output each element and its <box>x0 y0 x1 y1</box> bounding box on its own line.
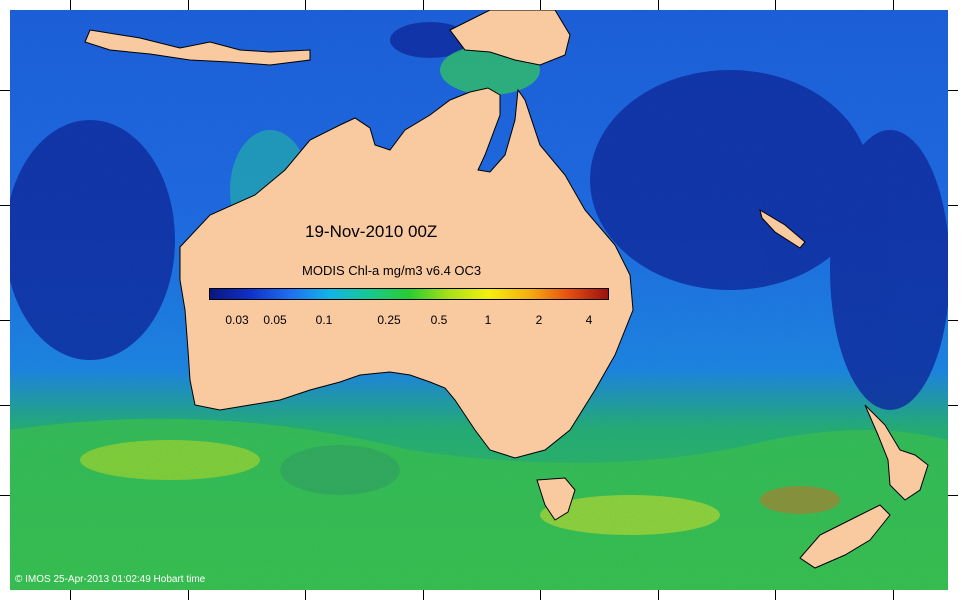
colorbar-tick: 2 <box>535 313 543 327</box>
new-zealand-south <box>799 504 891 569</box>
chlorophyll-map <box>10 10 948 590</box>
copyright-credit: © IMOS 25-Apr-2013 01:02:49 Hobart time <box>15 574 206 585</box>
colorbar-tick: 4 <box>585 313 593 327</box>
landmasses <box>84 10 929 569</box>
colorbar-tick: 0.05 <box>263 313 287 327</box>
tasmania <box>536 477 576 521</box>
colorbar-tick: 0.03 <box>225 313 249 327</box>
colorbar-tick: 1 <box>484 313 492 327</box>
australia <box>179 87 634 459</box>
map-date-label: 19-Nov-2010 00Z <box>305 222 438 241</box>
colorbar <box>209 288 609 300</box>
new-zealand-north <box>864 404 929 501</box>
colorbar-tick: 0.1 <box>315 313 333 327</box>
new-caledonia <box>759 208 806 249</box>
colorbar-title: MODIS Chl-a mg/m3 v6.4 OC3 <box>302 263 482 278</box>
map-frame <box>10 10 948 590</box>
colorbar-tick: 0.25 <box>377 313 401 327</box>
colorbar-tick: 0.5 <box>430 313 448 327</box>
new-guinea <box>449 10 571 66</box>
indonesia-islands <box>84 29 311 66</box>
